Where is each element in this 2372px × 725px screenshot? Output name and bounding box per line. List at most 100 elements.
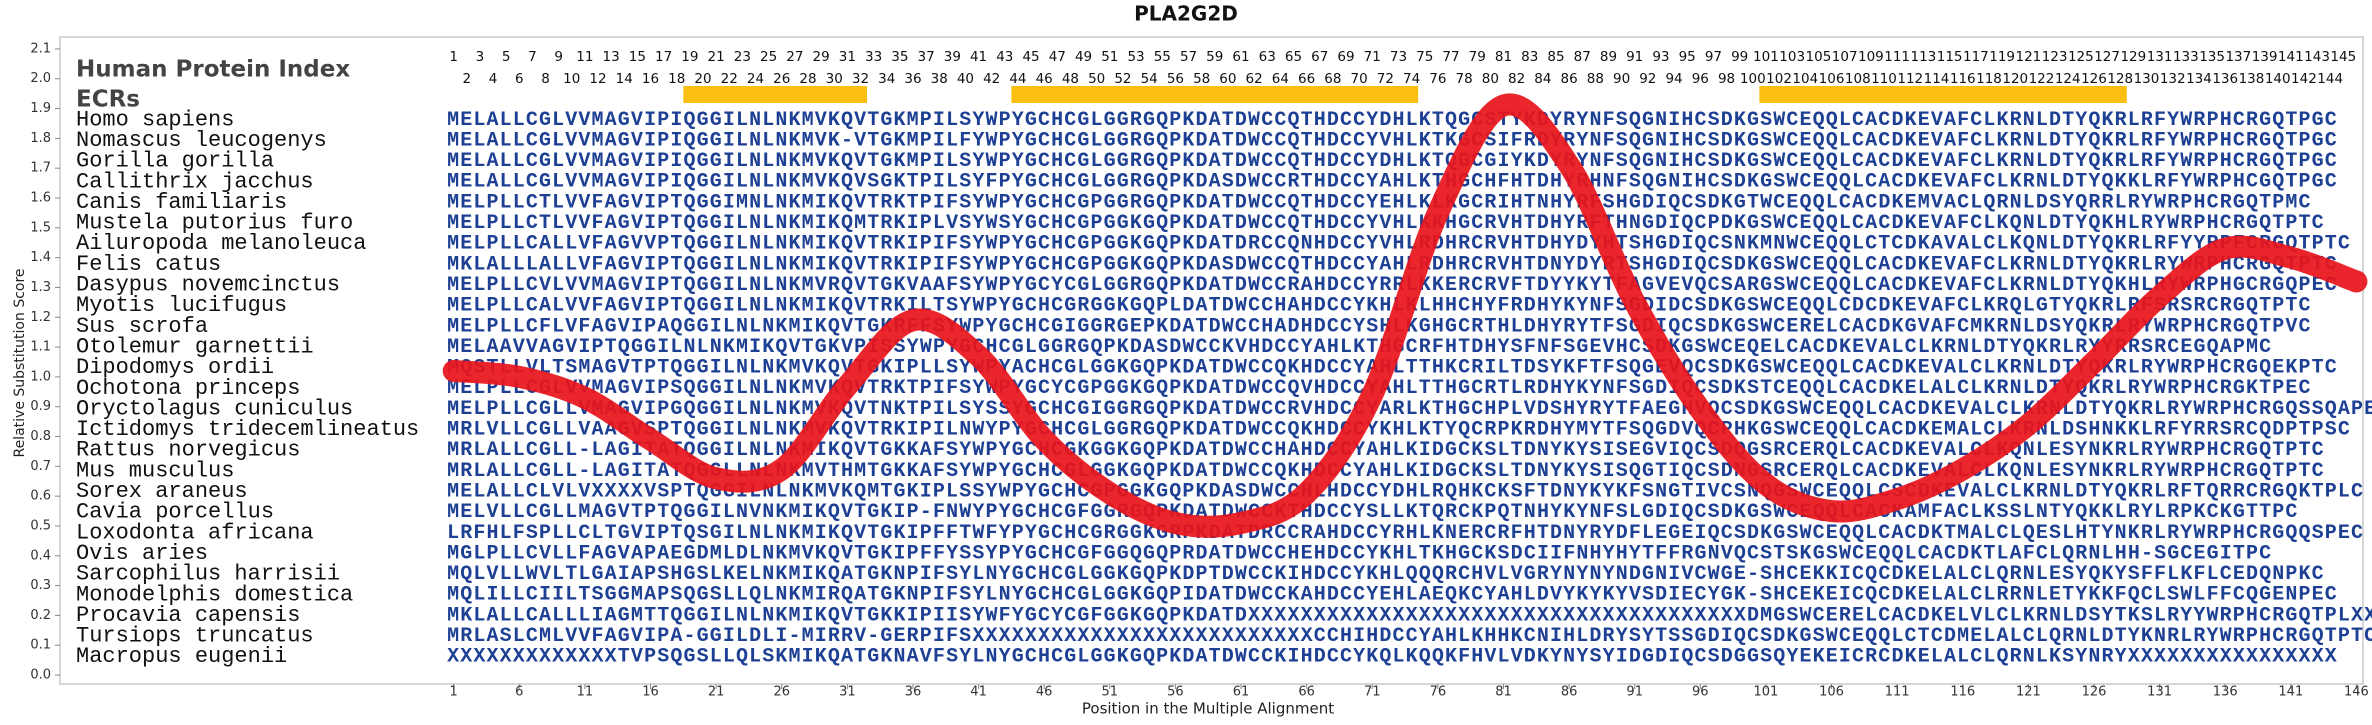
column-number: 24 xyxy=(747,71,764,87)
column-number: 37 xyxy=(917,49,934,65)
column-number: 132 xyxy=(2160,71,2186,87)
column-number: 108 xyxy=(1845,71,1871,87)
column-number: 5 xyxy=(502,49,511,65)
species-name: Nomascus leucogenys xyxy=(76,128,327,153)
sequence: MELPLLCALVVFAGVIPTQGGILNLNKMIKQVTRKILTSY… xyxy=(447,295,2310,318)
ecr-label: ECRs xyxy=(76,87,140,113)
column-number: 144 xyxy=(2317,71,2343,87)
column-number: 96 xyxy=(1692,71,1709,87)
species-name: Myotis lucifugus xyxy=(76,293,287,318)
sequence: MELPLLCTLVVFAGVIPTQGGILNLNKMIKQMTRKIPLVS… xyxy=(447,212,2324,235)
x-axis-label: Position in the Multiple Alignment xyxy=(1082,700,1334,718)
column-number: 136 xyxy=(2212,71,2238,87)
column-number: 18 xyxy=(668,71,685,87)
species-name: Ictidomys tridecemlineatus xyxy=(76,417,419,442)
column-number: 117 xyxy=(1963,49,1989,65)
column-number: 57 xyxy=(1180,49,1197,65)
column-number: 70 xyxy=(1351,71,1368,87)
sequence: MRLALLCGLL-LAGITATQGGILNLNKMIKQVTGKKAFSY… xyxy=(447,439,2324,462)
column-number: 142 xyxy=(2291,71,2317,87)
column-number: 130 xyxy=(2134,71,2160,87)
column-number: 50 xyxy=(1088,71,1105,87)
species-name: Procavia capensis xyxy=(76,603,300,628)
x-tick-label: 96 xyxy=(1692,685,1709,700)
column-number: 7 xyxy=(528,49,537,65)
column-number: 94 xyxy=(1665,71,1682,87)
y-tick-label: 1.4 xyxy=(30,250,51,265)
column-number: 2 xyxy=(463,71,472,87)
column-number: 124 xyxy=(2055,71,2081,87)
column-number: 95 xyxy=(1679,49,1696,65)
column-number: 11 xyxy=(576,49,593,65)
column-number: 102 xyxy=(1766,71,1792,87)
column-number: 125 xyxy=(2068,49,2094,65)
column-number: 28 xyxy=(799,71,816,87)
x-tick-label: 6 xyxy=(515,685,523,700)
y-tick-label: 0.3 xyxy=(30,578,51,593)
y-tick-label: 1.7 xyxy=(30,161,51,176)
y-tick-label: 0.4 xyxy=(30,548,51,563)
sequence: MKLALLLALLVFAGVIPTQGGILNLNKMIKQVTRKIPIFS… xyxy=(447,253,2337,276)
x-tick-label: 21 xyxy=(708,685,725,700)
column-number: 90 xyxy=(1613,71,1630,87)
column-number: 89 xyxy=(1600,49,1617,65)
x-tick-label: 31 xyxy=(839,685,856,700)
column-number: 68 xyxy=(1324,71,1341,87)
column-number: 106 xyxy=(1819,71,1845,87)
column-number: 26 xyxy=(773,71,790,87)
column-number: 134 xyxy=(2186,71,2212,87)
species-name: Felis catus xyxy=(76,252,221,277)
column-number: 53 xyxy=(1127,49,1144,65)
column-number: 73 xyxy=(1390,49,1407,65)
column-number: 44 xyxy=(1009,71,1026,87)
column-number: 118 xyxy=(1976,71,2002,87)
column-number: 72 xyxy=(1377,71,1394,87)
x-tick-label: 126 xyxy=(2082,685,2107,700)
column-number: 52 xyxy=(1114,71,1131,87)
column-number: 32 xyxy=(852,71,869,87)
column-number: 79 xyxy=(1469,49,1486,65)
column-number: 21 xyxy=(708,49,725,65)
column-number: 8 xyxy=(541,71,550,87)
column-number: 99 xyxy=(1731,49,1748,65)
y-tick-label: 0.9 xyxy=(30,399,51,414)
x-tick-label: 71 xyxy=(1364,685,1381,700)
y-tick-label: 0.2 xyxy=(30,608,51,623)
column-number: 56 xyxy=(1167,71,1184,87)
column-number: 129 xyxy=(2120,49,2146,65)
sequence: MELALLCGLVVMAGVIPIQGGILNLNKMVKQVTGKMPILS… xyxy=(447,150,2337,173)
column-number: 12 xyxy=(589,71,606,87)
species-name: Loxodonta africana xyxy=(76,520,314,545)
sequence: MRLALLCGLL-LAGITATQGGLLNLNKMVTHMTGKKAFSY… xyxy=(447,460,2324,483)
column-number: 112 xyxy=(1897,71,1923,87)
sequence: MRLVLLCGLLVAAGVSPTQGGILNLNKMVKQVTRKIPILN… xyxy=(447,419,2350,442)
column-number: 107 xyxy=(1832,49,1858,65)
column-number: 103 xyxy=(1779,49,1805,65)
column-number: 138 xyxy=(2239,71,2265,87)
x-tick-label: 16 xyxy=(642,685,659,700)
x-tick-label: 11 xyxy=(577,685,594,700)
column-number: 42 xyxy=(983,71,1000,87)
y-tick-label: 0.7 xyxy=(30,459,51,474)
column-number: 97 xyxy=(1705,49,1722,65)
column-number: 145 xyxy=(2330,49,2356,65)
column-number: 61 xyxy=(1232,49,1249,65)
column-number: 87 xyxy=(1574,49,1591,65)
column-number: 17 xyxy=(655,49,672,65)
chart-title: PLA2G2D xyxy=(1134,2,1238,26)
sequence: MELPLLCGLLVMAGVIPGQGGILNLNKMVKQVTNKTPILS… xyxy=(447,398,2372,421)
column-number: 92 xyxy=(1639,71,1656,87)
column-number: 98 xyxy=(1718,71,1735,87)
column-number: 137 xyxy=(2225,49,2251,65)
column-number: 109 xyxy=(1858,49,1884,65)
column-number: 31 xyxy=(839,49,856,65)
x-tick-label: 131 xyxy=(2147,685,2172,700)
species-name: Canis familiaris xyxy=(76,190,287,215)
y-tick-label: 1.2 xyxy=(30,310,51,325)
x-tick-label: 61 xyxy=(1233,685,1250,700)
column-number: 35 xyxy=(891,49,908,65)
y-tick-label: 0.0 xyxy=(30,668,51,683)
y-tick-label: 0.5 xyxy=(30,518,51,533)
column-number: 74 xyxy=(1403,71,1420,87)
